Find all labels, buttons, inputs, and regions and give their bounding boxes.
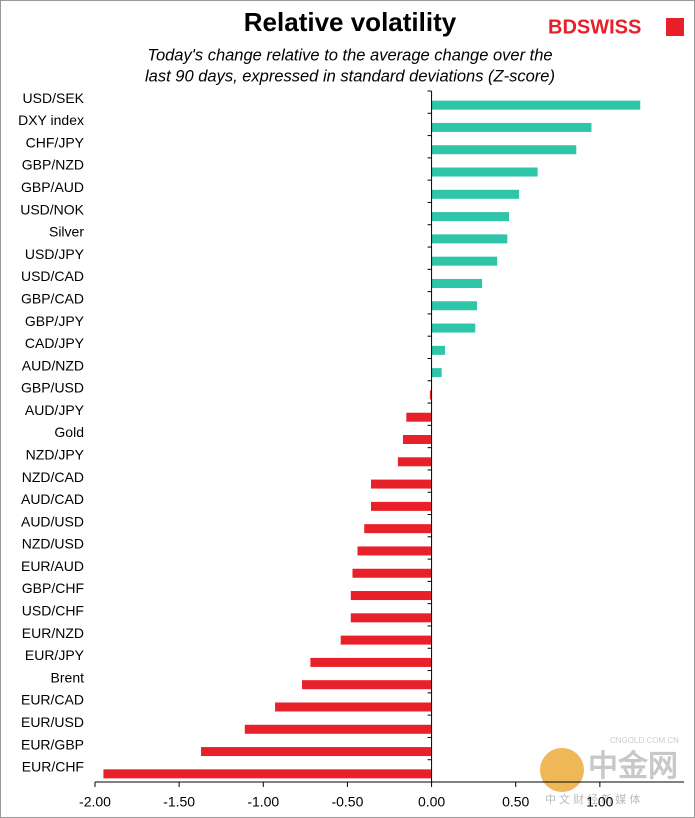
- chart-title: Relative volatility: [244, 7, 457, 37]
- watermark: CNGOLD.COM.CN: [610, 736, 679, 745]
- bar: [431, 368, 442, 378]
- y-tick-label: GBP/AUD: [21, 179, 84, 195]
- y-tick-label: NZD/CAD: [22, 469, 84, 485]
- bar: [431, 145, 577, 155]
- bar: [350, 613, 432, 623]
- bar: [431, 100, 641, 110]
- x-tick-label: -2.00: [79, 794, 111, 810]
- y-tick-label: AUD/JPY: [25, 402, 85, 418]
- bar: [357, 546, 432, 556]
- x-tick-label: -1.00: [247, 794, 279, 810]
- bar: [431, 345, 446, 355]
- y-tick-label: USD/CAD: [21, 268, 84, 284]
- y-tick-label: EUR/CAD: [21, 692, 84, 708]
- y-tick-label: EUR/NZD: [22, 625, 84, 641]
- bar: [431, 278, 483, 288]
- y-tick-label: NZD/JPY: [26, 446, 85, 462]
- y-tick-label: GBP/CAD: [21, 290, 84, 306]
- y-tick-label: GBP/CHF: [22, 580, 84, 596]
- y-tick-label: Brent: [51, 669, 85, 685]
- bar: [406, 412, 432, 422]
- bar: [431, 212, 509, 222]
- x-tick-label: 0.00: [418, 794, 445, 810]
- bar: [310, 657, 432, 667]
- bar: [397, 457, 432, 467]
- y-tick-label: EUR/USD: [21, 714, 84, 730]
- y-tick-label: Silver: [49, 224, 84, 240]
- watermark-icon: [540, 748, 584, 792]
- bar: [244, 724, 432, 734]
- brand: BDSWISS: [548, 16, 641, 38]
- bar: [431, 323, 476, 333]
- bar: [301, 680, 432, 690]
- y-tick-label: NZD/USD: [22, 536, 84, 552]
- bar: [431, 256, 498, 266]
- x-tick-label: -0.50: [331, 794, 363, 810]
- x-tick-label: -1.50: [163, 794, 195, 810]
- y-tick-label: CHF/JPY: [26, 134, 85, 150]
- y-tick-label: AUD/CAD: [21, 491, 84, 507]
- watermark: 中金网: [588, 749, 678, 783]
- bar: [103, 769, 432, 779]
- y-tick-label: CAD/JPY: [25, 335, 85, 351]
- bar: [370, 501, 432, 511]
- y-tick-label: USD/NOK: [20, 201, 84, 217]
- y-tick-label: GBP/JPY: [25, 313, 85, 329]
- y-tick-label: EUR/GBP: [21, 736, 84, 752]
- y-tick-label: Gold: [54, 424, 84, 440]
- brand-icon: [666, 18, 684, 36]
- y-tick-label: DXY index: [18, 112, 84, 128]
- bar: [201, 747, 432, 757]
- bar: [431, 301, 478, 311]
- y-tick-label: AUD/USD: [21, 513, 84, 529]
- bar: [340, 635, 432, 645]
- y-tick-label: USD/CHF: [22, 603, 84, 619]
- bar: [402, 435, 432, 444]
- bar: [275, 702, 432, 712]
- bar: [431, 167, 538, 177]
- subtitle: Today's change relative to the average c…: [147, 46, 552, 64]
- bar: [364, 524, 432, 534]
- y-tick-label: EUR/JPY: [25, 647, 85, 663]
- y-tick-label: GBP/USD: [21, 380, 84, 396]
- watermark: 中 文 财 经 新 媒 体: [545, 792, 640, 806]
- bar: [431, 122, 592, 132]
- bar: [352, 568, 432, 578]
- y-tick-label: AUD/NZD: [22, 357, 84, 373]
- y-tick-label: EUR/AUD: [21, 558, 84, 574]
- x-tick-label: 1.00: [586, 794, 613, 810]
- y-tick-label: GBP/NZD: [22, 157, 84, 173]
- bar: [350, 591, 432, 601]
- subtitle: last 90 days, expressed in standard devi…: [145, 67, 555, 85]
- bar: [431, 234, 508, 244]
- bar: [370, 479, 432, 489]
- bar: [431, 189, 520, 199]
- y-tick-label: EUR/CHF: [22, 759, 84, 775]
- y-tick-label: USD/SEK: [23, 90, 85, 106]
- x-tick-label: 0.50: [502, 794, 529, 810]
- bar: [429, 390, 432, 400]
- y-tick-label: USD/JPY: [25, 246, 85, 262]
